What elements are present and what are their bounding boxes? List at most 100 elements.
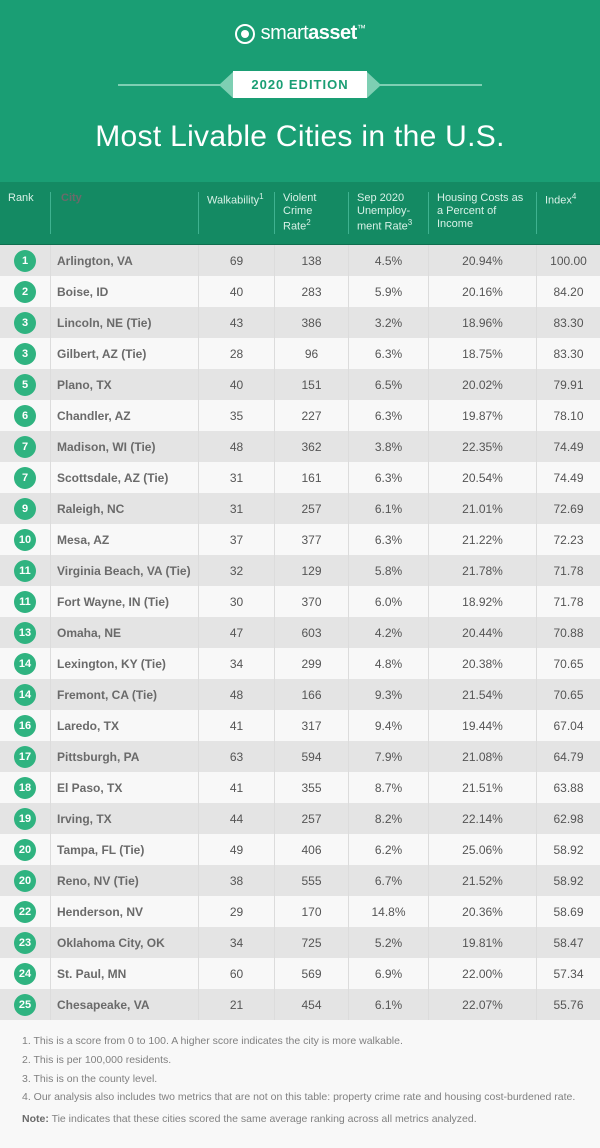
unemployment-cell: 3.8% (348, 431, 428, 462)
ribbon-line-right (367, 84, 482, 86)
rank-badge: 14 (14, 653, 36, 675)
housing-cell: 20.16% (428, 276, 536, 307)
ribbon-line-left (118, 84, 233, 86)
walkability-cell: 63 (198, 741, 274, 772)
rank-cell: 22 (0, 896, 50, 927)
index-cell: 58.47 (536, 927, 600, 958)
housing-cell: 22.07% (428, 989, 536, 1020)
index-cell: 58.92 (536, 834, 600, 865)
table-row: 6Chandler, AZ352276.3%19.87%78.10 (0, 400, 600, 431)
rank-cell: 1 (0, 245, 50, 276)
rank-cell: 10 (0, 524, 50, 555)
index-cell: 100.00 (536, 245, 600, 276)
index-cell: 72.23 (536, 524, 600, 555)
crime-cell: 151 (274, 369, 348, 400)
col-header-walkability: Walkability1 (198, 192, 274, 234)
col-header-crime: Violent Crime Rate2 (274, 192, 348, 234)
rank-badge: 3 (14, 312, 36, 334)
footnote: 1. This is a score from 0 to 100. A high… (22, 1034, 578, 1050)
city-cell: Pittsburgh, PA (50, 741, 198, 772)
housing-cell: 20.38% (428, 648, 536, 679)
housing-cell: 25.06% (428, 834, 536, 865)
city-cell: Reno, NV (Tie) (50, 865, 198, 896)
housing-cell: 20.54% (428, 462, 536, 493)
index-cell: 78.10 (536, 400, 600, 431)
rank-badge: 19 (14, 808, 36, 830)
housing-cell: 18.96% (428, 307, 536, 338)
city-cell: Raleigh, NC (50, 493, 198, 524)
rank-cell: 5 (0, 369, 50, 400)
crime-cell: 370 (274, 586, 348, 617)
table-row: 24St. Paul, MN605696.9%22.00%57.34 (0, 958, 600, 989)
table-row: 3Lincoln, NE (Tie)433863.2%18.96%83.30 (0, 307, 600, 338)
crime-cell: 555 (274, 865, 348, 896)
index-cell: 67.04 (536, 710, 600, 741)
table-row: 7Scottsdale, AZ (Tie)311616.3%20.54%74.4… (0, 462, 600, 493)
rank-cell: 18 (0, 772, 50, 803)
rank-cell: 2 (0, 276, 50, 307)
unemployment-cell: 3.2% (348, 307, 428, 338)
rank-badge: 20 (14, 870, 36, 892)
table-row: 23Oklahoma City, OK347255.2%19.81%58.47 (0, 927, 600, 958)
walkability-cell: 34 (198, 927, 274, 958)
housing-cell: 22.14% (428, 803, 536, 834)
walkability-cell: 43 (198, 307, 274, 338)
table-row: 25Chesapeake, VA214546.1%22.07%55.76 (0, 989, 600, 1020)
footnote: 4. Our analysis also includes two metric… (22, 1090, 578, 1106)
rank-badge: 1 (14, 250, 36, 272)
brand-name: smartasset (261, 22, 366, 45)
crime-cell: 166 (274, 679, 348, 710)
brand-logo: smartasset (0, 22, 600, 45)
footnote: 2. This is per 100,000 residents. (22, 1053, 578, 1069)
housing-cell: 18.75% (428, 338, 536, 369)
unemployment-cell: 6.2% (348, 834, 428, 865)
rank-cell: 25 (0, 989, 50, 1020)
housing-cell: 19.44% (428, 710, 536, 741)
housing-cell: 21.52% (428, 865, 536, 896)
rank-badge: 11 (14, 591, 36, 613)
table-row: 20Reno, NV (Tie)385556.7%21.52%58.92 (0, 865, 600, 896)
unemployment-cell: 6.0% (348, 586, 428, 617)
housing-cell: 22.35% (428, 431, 536, 462)
infographic-container: smartasset 2020 EDITION Most Livable Cit… (0, 0, 600, 1148)
index-cell: 74.49 (536, 462, 600, 493)
crime-cell: 257 (274, 493, 348, 524)
rank-cell: 7 (0, 431, 50, 462)
housing-cell: 19.81% (428, 927, 536, 958)
table-row: 16Laredo, TX413179.4%19.44%67.04 (0, 710, 600, 741)
table-header-row: Rank City Walkability1 Violent Crime Rat… (0, 182, 600, 245)
walkability-cell: 41 (198, 772, 274, 803)
col-header-housing: Housing Costs as a Percent of Income (428, 192, 536, 234)
unemployment-cell: 4.5% (348, 245, 428, 276)
city-cell: Arlington, VA (50, 245, 198, 276)
table-row: 11Fort Wayne, IN (Tie)303706.0%18.92%71.… (0, 586, 600, 617)
index-cell: 63.88 (536, 772, 600, 803)
index-cell: 57.34 (536, 958, 600, 989)
index-cell: 79.91 (536, 369, 600, 400)
rank-badge: 13 (14, 622, 36, 644)
unemployment-cell: 4.8% (348, 648, 428, 679)
rank-cell: 3 (0, 338, 50, 369)
crime-cell: 386 (274, 307, 348, 338)
unemployment-cell: 6.7% (348, 865, 428, 896)
unemployment-cell: 9.3% (348, 679, 428, 710)
col-header-city: City (50, 192, 198, 234)
walkability-cell: 40 (198, 369, 274, 400)
ranking-table: Rank City Walkability1 Violent Crime Rat… (0, 182, 600, 1020)
housing-cell: 21.78% (428, 555, 536, 586)
rank-badge: 25 (14, 994, 36, 1016)
walkability-cell: 48 (198, 679, 274, 710)
table-row: 3Gilbert, AZ (Tie)28966.3%18.75%83.30 (0, 338, 600, 369)
walkability-cell: 32 (198, 555, 274, 586)
rank-badge: 22 (14, 901, 36, 923)
city-cell: Gilbert, AZ (Tie) (50, 338, 198, 369)
rank-badge: 5 (14, 374, 36, 396)
housing-cell: 20.36% (428, 896, 536, 927)
rank-cell: 7 (0, 462, 50, 493)
crime-cell: 96 (274, 338, 348, 369)
rank-cell: 24 (0, 958, 50, 989)
rank-cell: 14 (0, 648, 50, 679)
rank-badge: 6 (14, 405, 36, 427)
walkability-cell: 29 (198, 896, 274, 927)
index-cell: 62.98 (536, 803, 600, 834)
